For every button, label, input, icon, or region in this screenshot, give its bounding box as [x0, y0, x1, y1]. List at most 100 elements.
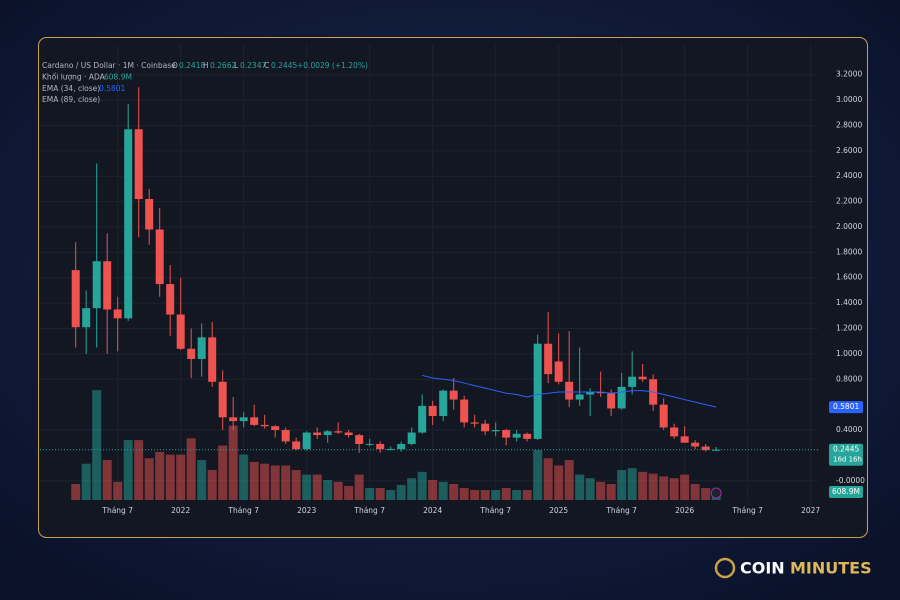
volume-bar: [102, 460, 112, 500]
ema-price-box: [829, 401, 863, 414]
y-tick-label: 0.8000: [836, 374, 862, 383]
ema34-name: EMA (34, close): [42, 84, 100, 93]
ema89-name: EMA (89, close): [42, 95, 100, 104]
volume-bar: [512, 490, 522, 500]
volume-bar: [186, 438, 196, 500]
y-tick-label: 1.0000: [836, 349, 862, 358]
candle-body: [470, 422, 479, 424]
volume-bar: [417, 471, 427, 500]
candle-body: [166, 284, 175, 315]
candle-body: [386, 449, 395, 451]
candle-body: [124, 129, 133, 319]
volume-bar: [354, 474, 364, 500]
x-tick-label: 2022: [171, 506, 190, 515]
candle-body: [638, 376, 647, 380]
candle-body: [323, 431, 332, 436]
volume-bar: [218, 445, 228, 500]
header: Cardano / US Dollar · 1M · Coinbase O 0.…: [42, 61, 368, 104]
volume-label: 608.9M: [832, 487, 860, 496]
volume-bar: [701, 488, 711, 500]
x-tick-label: 2027: [801, 506, 820, 515]
change: +0.0029 (+1.20%): [297, 61, 368, 70]
volume-value: 608.9M: [104, 73, 132, 82]
volume-bar: [207, 470, 217, 500]
volume-bar: [165, 454, 175, 500]
candle-body: [701, 446, 710, 451]
candle-body: [575, 394, 584, 400]
candle-body: [344, 432, 353, 436]
volume-bar: [554, 465, 564, 500]
volume-bar: [344, 486, 354, 500]
volume-bar: [585, 478, 595, 500]
volume-bar: [228, 425, 238, 500]
candle-body: [544, 343, 553, 375]
ema-price-label: 0.5801: [833, 402, 859, 411]
candle-body: [565, 381, 574, 400]
volume-bar: [281, 465, 291, 500]
candle-body: [691, 442, 700, 447]
candle-body: [596, 391, 605, 394]
candle-body: [407, 432, 416, 444]
h-key: H: [203, 61, 209, 70]
candle-body: [176, 314, 185, 349]
volume-bar: [669, 478, 679, 500]
candle-body: [512, 433, 521, 438]
candle-body: [239, 417, 248, 422]
volume-bar: [501, 488, 511, 500]
volume-bar: [386, 490, 396, 500]
volume-bar: [617, 470, 627, 500]
ema34-value: 0.5801: [99, 84, 125, 93]
y-tick-label: 1.2000: [836, 323, 862, 332]
volume-bar: [533, 450, 543, 500]
x-tick-label: 2025: [549, 506, 568, 515]
candle-body: [670, 427, 679, 437]
candle-body: [302, 432, 311, 450]
candle-body: [250, 417, 259, 425]
candle-body: [271, 426, 280, 431]
y-tick-label: 3.2000: [836, 70, 862, 79]
volume-bar: [312, 474, 322, 500]
y-tick-label: 1.6000: [836, 273, 862, 282]
last-price-box: [829, 443, 863, 466]
volume-bar: [291, 470, 301, 500]
candle-body: [82, 308, 91, 328]
candle-body: [103, 261, 112, 310]
volume-bar: [606, 484, 616, 500]
volume-bar: [365, 488, 375, 500]
volume-bar: [249, 461, 259, 500]
volume-bar: [690, 484, 700, 500]
volume-bar: [144, 458, 154, 500]
volume-bar: [239, 454, 249, 500]
y-tick-label: 2.6000: [836, 146, 862, 155]
volume-bar: [659, 476, 669, 500]
volume-bar: [648, 473, 658, 500]
candle-body: [617, 386, 626, 409]
volume-bar: [680, 474, 690, 500]
candle-body: [376, 443, 385, 450]
candle-body: [533, 343, 542, 439]
logo-icon: [714, 557, 736, 579]
countdown-label: 16d 16h: [833, 456, 862, 464]
x-tick-label: Tháng 7: [479, 506, 511, 515]
y-tick-label: 2.0000: [836, 222, 862, 231]
o-key: O: [172, 61, 178, 70]
h-value: 0.2662: [210, 61, 236, 70]
volume-bar: [396, 484, 406, 500]
candle-body: [208, 337, 217, 382]
symbol: Cardano / US Dollar · 1M · Coinbase: [42, 61, 176, 70]
candle-body: [155, 229, 164, 285]
volume-bar: [333, 481, 343, 500]
volume-bar: [428, 480, 438, 500]
candle-body: [449, 390, 458, 400]
logo-b: MINUTES: [790, 559, 872, 578]
y-tick-label: 1.4000: [836, 298, 862, 307]
x-tick-label: 2023: [297, 506, 316, 515]
candle-body: [502, 430, 511, 438]
logo-a: COIN: [740, 559, 785, 578]
candle-body: [712, 449, 721, 451]
candle-body: [586, 391, 595, 395]
volume-bar: [270, 465, 280, 500]
candle-body: [197, 337, 206, 359]
volume-bar: [302, 474, 312, 500]
